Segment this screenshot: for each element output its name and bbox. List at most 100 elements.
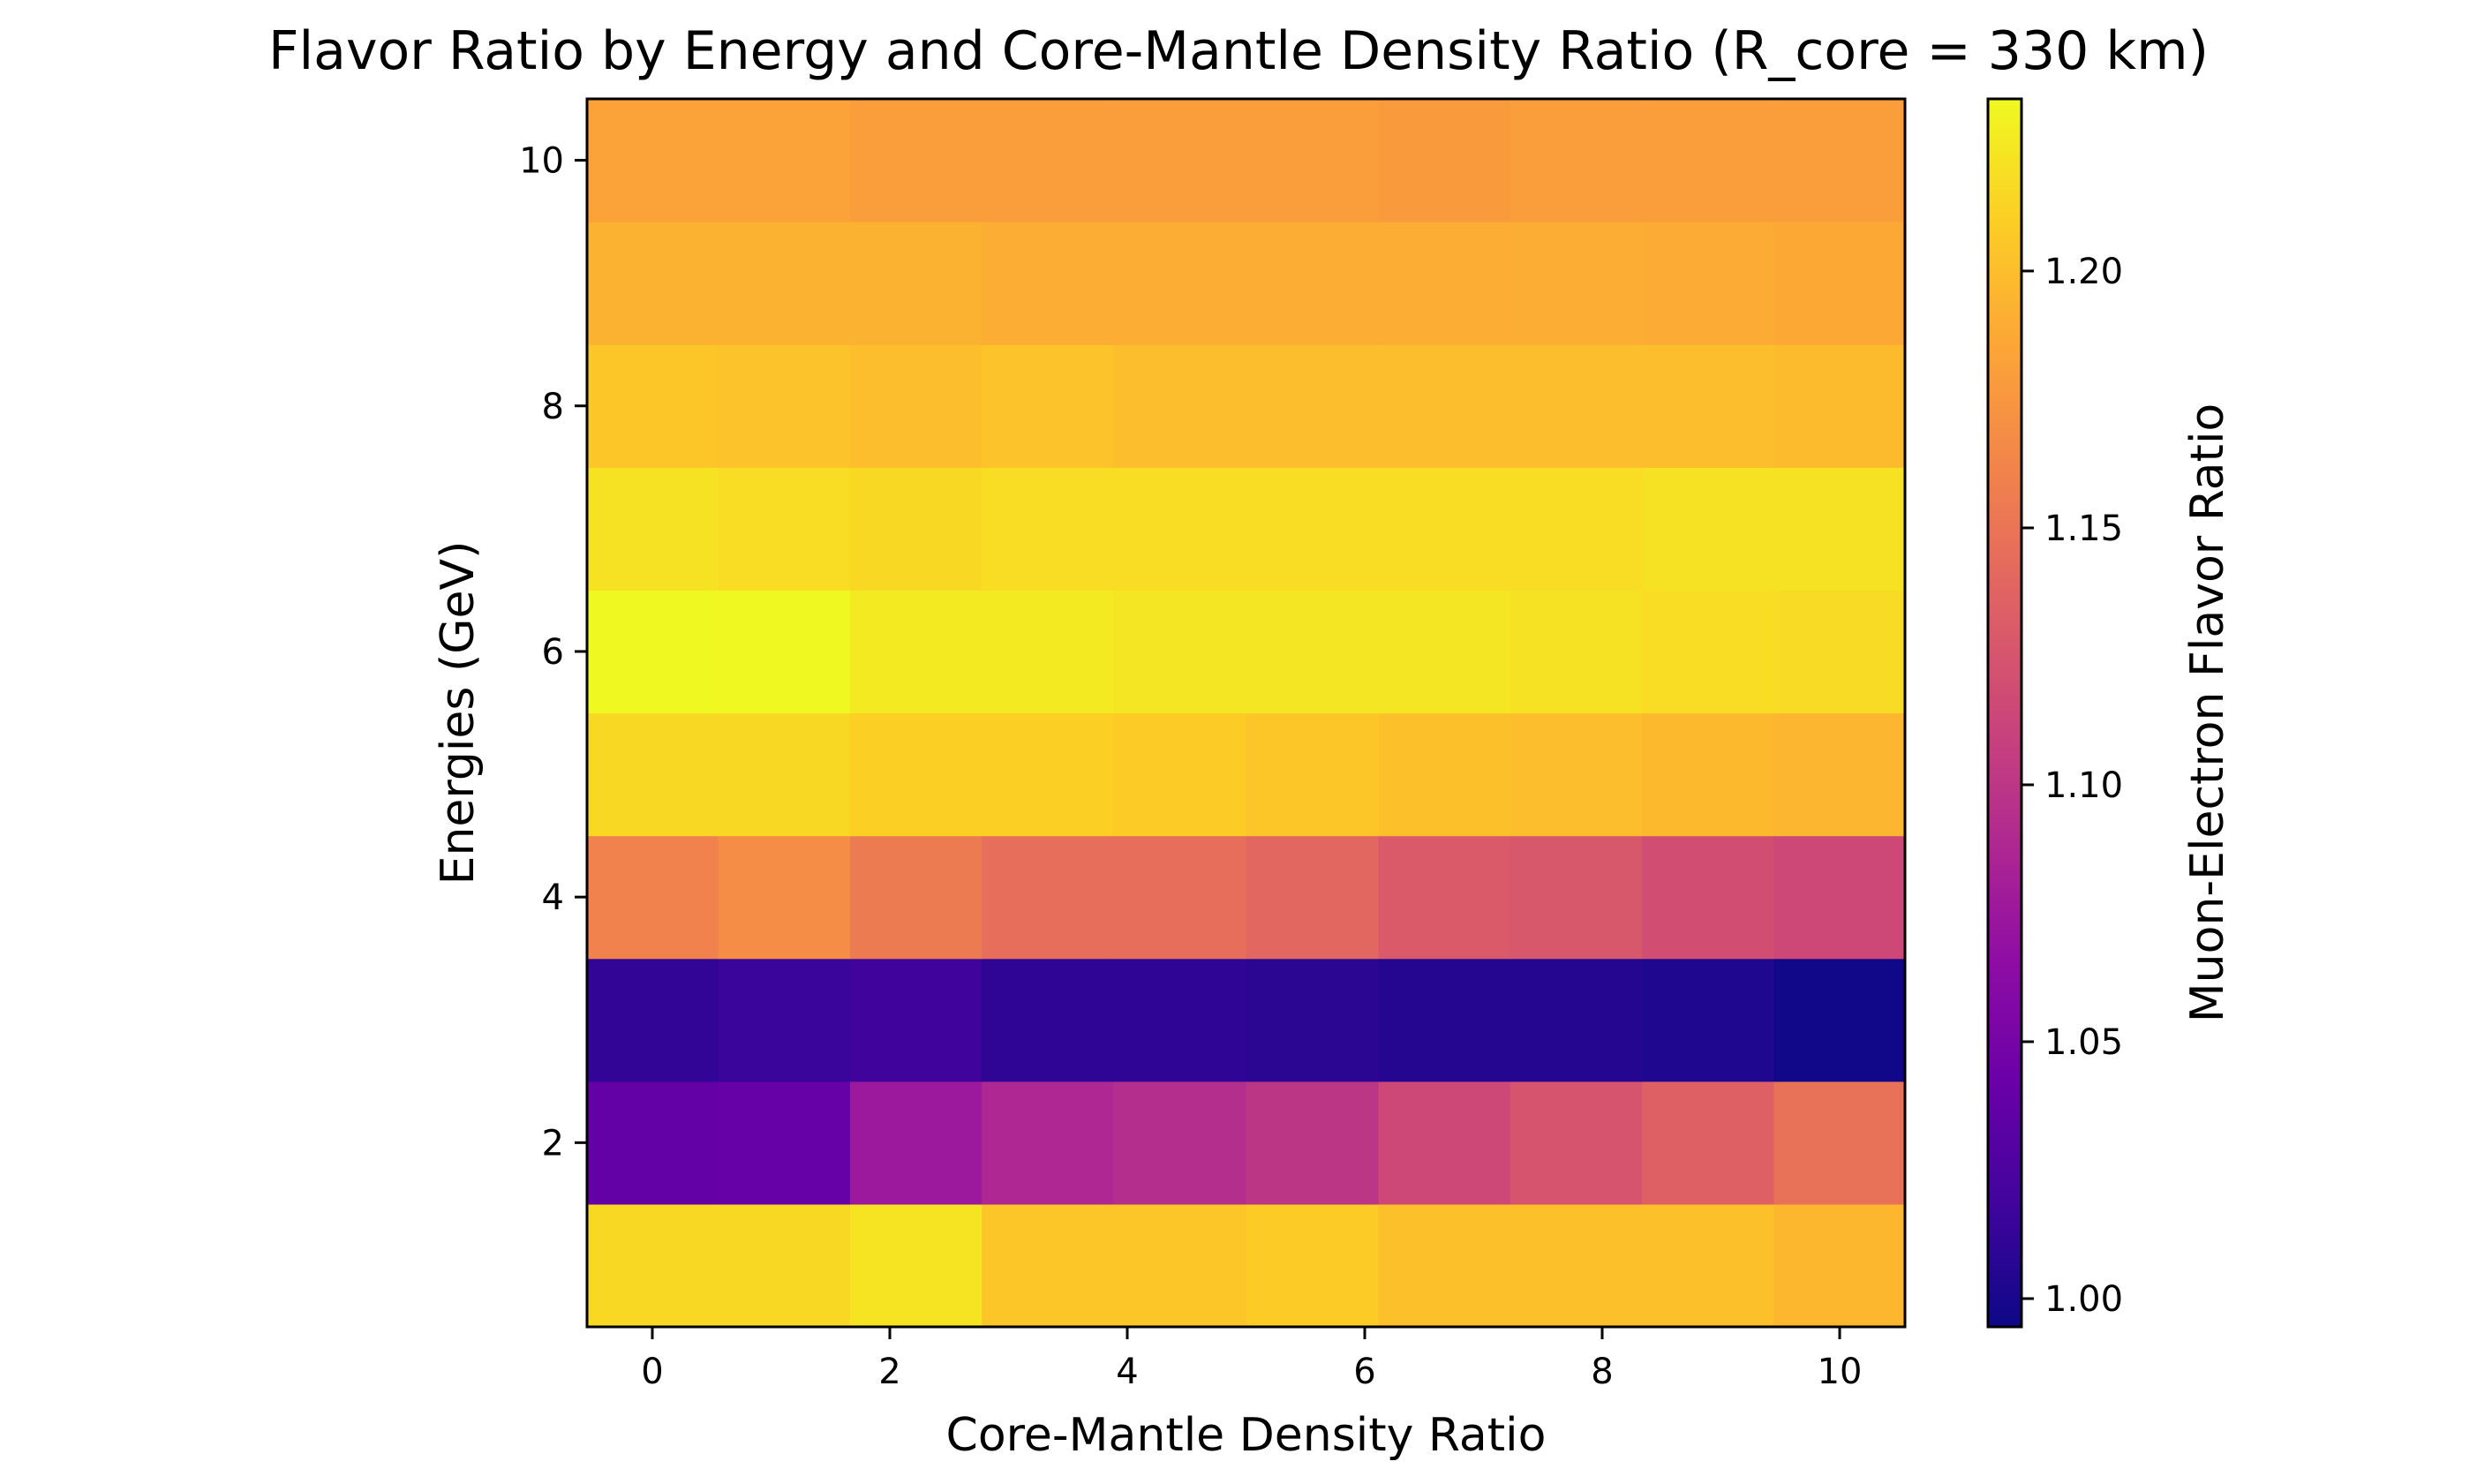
heatmap-cell [849,344,983,468]
heatmap-cell [982,1081,1115,1205]
heatmap-cell [1510,344,1643,468]
heatmap-cell [1378,467,1511,591]
heatmap-cell [1246,1081,1380,1205]
colorbar-ticks: 1.00 1.05 1.10 1.15 1.20 [2022,252,2123,1320]
heatmap-cell [587,590,719,714]
heatmap-cell [982,222,1115,345]
heatmap-cell [1246,99,1380,222]
heatmap-cell [1510,590,1643,714]
colorbar-label: Muon-Electron Flavor Ratio [2181,403,2234,1022]
heatmap-cell [849,467,983,591]
heatmap-cell [1773,99,1906,222]
heatmap-cell [1642,590,1774,714]
heatmap-cell [1246,467,1380,591]
heatmap-cell [1246,712,1380,837]
heatmap-cell [1113,467,1247,591]
heatmap-cell [849,712,983,837]
heatmap-cell [718,1081,851,1205]
heatmap-cell [587,467,719,591]
heatmap-cell [1773,467,1906,591]
x-tick-label: 4 [1116,1352,1138,1392]
heatmap-cell [1510,99,1643,222]
heatmap-cell [718,958,851,1082]
heatmap-cell [849,958,983,1082]
heatmap-cell [1113,1203,1247,1328]
y-axis-label: Energies (GeV) [432,541,485,885]
heatmap-cell [849,1203,983,1328]
heatmap-cells [587,99,1906,1328]
heatmap-cell [1378,590,1511,714]
heatmap-cell [1378,99,1511,222]
heatmap-cell [1510,958,1643,1082]
heatmap-cell [982,467,1115,591]
heatmap-cell [1378,1203,1511,1328]
heatmap-cell [1378,222,1511,345]
plot-frame [585,97,1907,1329]
heatmap-cell [718,590,851,714]
colorbar-tick-label: 1.00 [2044,1279,2123,1320]
x-tick-label: 0 [641,1352,663,1392]
heatmap-cell [982,712,1115,837]
heatmap-cell [982,835,1115,960]
x-axis-label: Core-Mantle Density Ratio [946,1409,1547,1462]
heatmap-cell [587,99,719,222]
heatmap-cell [1378,1081,1511,1205]
heatmap-cell [1378,712,1511,837]
heatmap-cell [1642,1081,1774,1205]
heatmap-cell [982,590,1115,714]
heatmap-cell [587,958,719,1082]
heatmap-cell [1246,344,1380,468]
heatmap-cell [1773,590,1906,714]
heatmap-cell [1642,958,1774,1082]
x-tick-label: 2 [878,1352,900,1392]
heatmap-cell [1113,590,1247,714]
heatmap-cell [1773,1203,1906,1328]
heatmap-cell [587,344,719,468]
heatmap-cell [1642,835,1774,960]
heatmap-cell [1378,835,1511,960]
heatmap-cell [1642,1203,1774,1328]
heatmap-cell [1510,712,1643,837]
heatmap-cell [1246,222,1380,345]
heatmap-cell [718,467,851,591]
heatmap-cell [1510,222,1643,345]
heatmap-cell [1246,1203,1380,1328]
heatmap-cell [1773,712,1906,837]
heatmap-cell [1246,958,1380,1082]
y-tick-label: 4 [542,878,564,918]
heatmap-cell [1642,344,1774,468]
y-axis-ticks: 2 4 6 8 10 [519,141,587,1164]
heatmap-cell [718,835,851,960]
y-tick-label: 8 [542,387,564,427]
heatmap-cell [849,1081,983,1205]
colorbar-tick-label: 1.15 [2044,508,2123,549]
heatmap-cell [587,712,719,837]
heatmap-cell [1510,1203,1643,1328]
heatmap-cell [982,344,1115,468]
heatmap-cell [1773,835,1906,960]
heatmap-cell [1378,958,1511,1082]
colorbar-tick-label: 1.10 [2044,765,2123,806]
y-tick-label: 6 [542,632,564,673]
heatmap-cell [849,835,983,960]
heatmap-cell [587,1203,719,1328]
heatmap-cell [1773,344,1906,468]
heatmap-cell [587,222,719,345]
heatmap-cell [1113,712,1247,837]
colorbar [1986,97,2023,1329]
x-axis-ticks: 0 2 4 6 8 10 [641,1327,1862,1392]
heatmap-cell [849,222,983,345]
heatmap-cell [1642,467,1774,591]
x-tick-label: 8 [1591,1352,1613,1392]
y-tick-label: 10 [519,141,564,182]
heatmap-cell [982,958,1115,1082]
x-tick-label: 6 [1353,1352,1375,1392]
y-tick-label: 2 [542,1123,564,1164]
heatmap-cell [1246,835,1380,960]
heatmap-cell [1642,712,1774,837]
heatmap-cell [1773,1081,1906,1205]
heatmap-cell [1642,99,1774,222]
heatmap-cell [1510,1081,1643,1205]
heatmap-cell [1378,344,1511,468]
